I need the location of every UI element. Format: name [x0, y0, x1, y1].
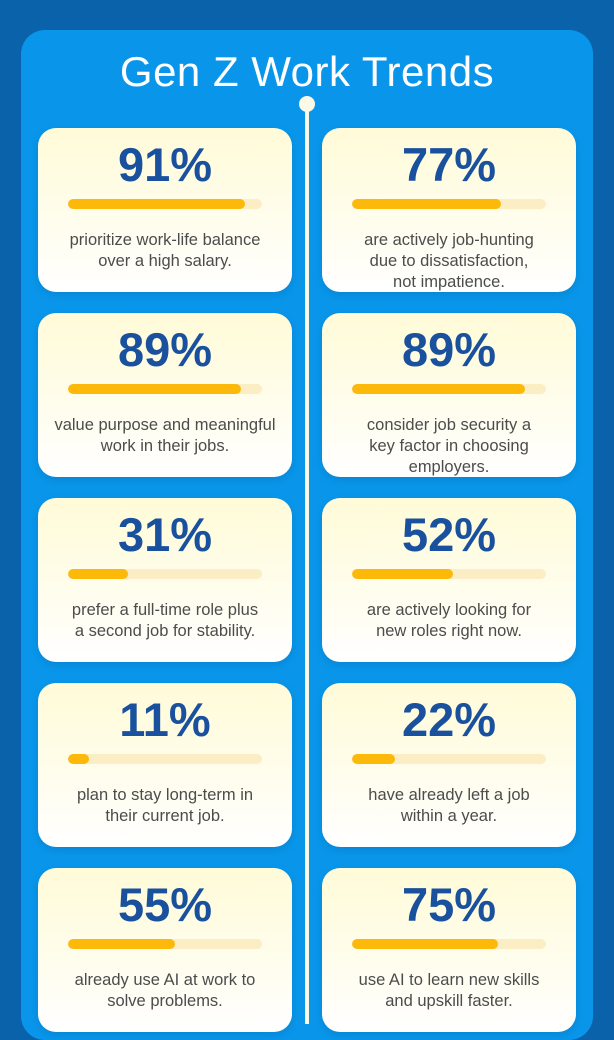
stat-description: consider job security a key factor in ch…	[366, 416, 532, 476]
stat-description: are actively looking for new roles right…	[366, 601, 532, 640]
stat-value: 22%	[401, 693, 497, 746]
progress-bar	[352, 939, 546, 949]
stat-value: 55%	[117, 878, 213, 931]
progress-bar	[352, 569, 546, 579]
stat-card-job-hunting: 77% are actively job-hunting due to diss…	[322, 128, 576, 292]
progress-bar-fill	[68, 199, 245, 209]
stat-card-worklife-balance: 91% prioritize work-life balance over a …	[38, 128, 292, 292]
progress-bar	[352, 199, 546, 209]
stat-card-ai-upskill: 75% use AI to learn new skills and upski…	[322, 868, 576, 1032]
stat-value: 89%	[117, 323, 213, 376]
stat-value: 91%	[117, 138, 213, 191]
progress-bar	[68, 384, 262, 394]
progress-bar-fill	[68, 754, 90, 764]
progress-bar-fill	[352, 199, 502, 209]
progress-bar	[68, 939, 262, 949]
progress-bar-fill	[68, 384, 241, 394]
stat-description: value purpose and meaningful work in the…	[54, 416, 276, 455]
stat-description: use AI to learn new skills and upskill f…	[358, 971, 540, 1010]
stat-card-stay-longterm: 11% plan to stay long-term in their curr…	[38, 683, 292, 847]
stat-card-looking-new-roles: 52% are actively looking for new roles r…	[322, 498, 576, 662]
progress-bar	[68, 569, 262, 579]
stat-value: 89%	[401, 323, 497, 376]
stat-value: 11%	[119, 693, 211, 746]
stat-description: prioritize work-life balance over a high…	[69, 231, 261, 270]
stat-card-left-job: 22% have already left a job within a yea…	[322, 683, 576, 847]
progress-bar-fill	[68, 569, 129, 579]
stat-description: have already left a job within a year.	[368, 786, 530, 825]
page-title: Gen Z Work Trends	[119, 48, 495, 95]
progress-bar	[68, 754, 262, 764]
stat-value: 77%	[401, 138, 497, 191]
stat-description: prefer a full-time role plus a second jo…	[71, 601, 259, 640]
stat-card-purpose: 89% value purpose and meaningful work in…	[38, 313, 292, 477]
timeline-line	[305, 104, 309, 1024]
stats-grid: 91% prioritize work-life balance over a …	[38, 128, 576, 1032]
stat-card-ai-at-work: 55% already use AI at work to solve prob…	[38, 868, 292, 1032]
stat-card-second-job: 31% prefer a full-time role plus a secon…	[38, 498, 292, 662]
progress-bar	[352, 384, 546, 394]
stat-value: 31%	[117, 508, 213, 561]
stat-value: 75%	[401, 878, 497, 931]
progress-bar	[352, 754, 546, 764]
progress-bar	[68, 199, 262, 209]
progress-bar-fill	[352, 754, 395, 764]
progress-bar-fill	[68, 939, 175, 949]
stat-description: already use AI at work to solve problems…	[74, 971, 256, 1010]
stat-description: are actively job-hunting due to dissatis…	[364, 231, 534, 291]
stat-value: 52%	[401, 508, 497, 561]
timeline-dot	[299, 96, 315, 112]
progress-bar-fill	[352, 569, 453, 579]
stat-description: plan to stay long-term in their current …	[76, 786, 254, 825]
stat-card-job-security: 89% consider job security a key factor i…	[322, 313, 576, 477]
progress-bar-fill	[352, 939, 498, 949]
progress-bar-fill	[352, 384, 525, 394]
